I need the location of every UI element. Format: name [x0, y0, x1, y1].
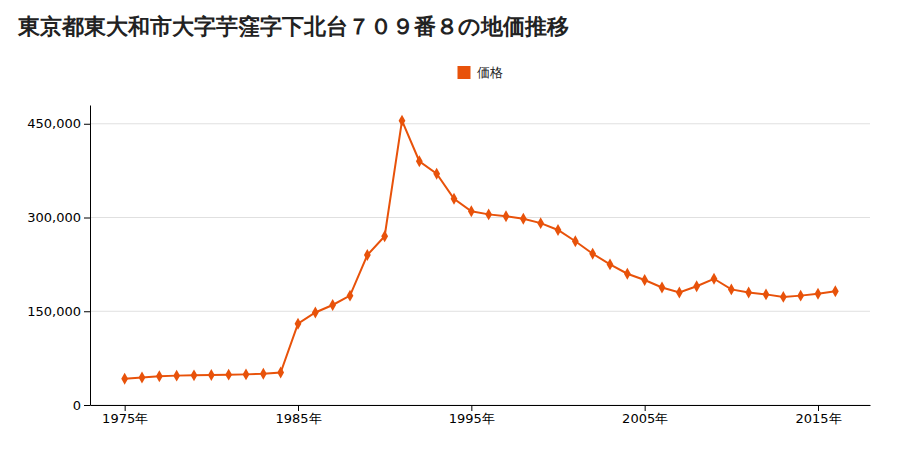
x-tick: 1995年: [449, 405, 495, 426]
marker: [728, 283, 735, 295]
marker: [312, 307, 319, 319]
legend-item: 価格: [458, 65, 503, 80]
legend: 価格: [458, 65, 503, 80]
y-tick: 0: [73, 398, 90, 413]
marker: [243, 368, 250, 380]
y-tick-label: 150,000: [27, 304, 81, 319]
marker: [225, 369, 232, 381]
y-tick: 450,000: [27, 116, 90, 131]
marker: [676, 287, 683, 299]
y-tick: 150,000: [27, 304, 90, 319]
x-tick-mark: [471, 405, 472, 411]
x-tick: 2015年: [795, 405, 841, 426]
marker: [433, 168, 440, 180]
marker: [485, 208, 492, 220]
marker: [520, 213, 527, 225]
marker: [815, 288, 822, 300]
y-tick: 300,000: [27, 210, 90, 225]
marker: [555, 224, 562, 236]
legend-swatch: [458, 66, 471, 79]
marker: [659, 282, 666, 294]
marker: [589, 248, 596, 260]
y-axis: 0 150,000 300,000 450,000: [27, 106, 90, 413]
plot-area: 1975年 1985年 1995年 2005年 2015年 0 150,000 300,000…: [27, 106, 870, 427]
marker: [693, 280, 700, 292]
y-tick-mark: [84, 124, 90, 125]
x-axis-line: [91, 405, 871, 406]
x-tick-label: 2015年: [795, 411, 841, 426]
x-tick-mark: [298, 405, 299, 411]
grid: [90, 124, 870, 405]
x-tick-label: 1985年: [275, 411, 321, 426]
y-tick-mark: [84, 405, 90, 406]
x-tick-label: 1995年: [449, 411, 495, 426]
y-tick-mark: [84, 218, 90, 219]
legend-label: 価格: [477, 65, 503, 80]
marker: [191, 369, 198, 381]
marker: [780, 291, 787, 303]
marker: [156, 370, 163, 382]
marker: [451, 193, 458, 205]
line: [125, 121, 836, 379]
marker: [329, 299, 336, 311]
marker: [173, 370, 180, 382]
x-tick-label: 1975年: [102, 411, 148, 426]
chart-svg: 東京都東大和市大字芋窪字下北台７０９番８の地価推移 1975年 1985年 1995年…: [0, 0, 900, 450]
y-tick-label: 450,000: [27, 116, 81, 131]
marker: [295, 318, 302, 330]
marker: [468, 205, 475, 217]
grid-line: [90, 217, 870, 218]
marker: [607, 258, 614, 270]
x-tick-mark: [818, 405, 819, 411]
marker: [797, 290, 804, 302]
marker: [416, 155, 423, 167]
x-tick-mark: [645, 405, 646, 411]
marker: [763, 288, 770, 300]
x-tick: 1985年: [275, 405, 321, 426]
marker: [139, 372, 146, 384]
x-tick-mark: [125, 405, 126, 411]
marker: [260, 368, 267, 380]
marker: [711, 273, 718, 285]
x-axis: 1975年 1985年 1995年 2005年 2015年: [91, 405, 871, 426]
marker: [347, 290, 354, 302]
marker: [624, 268, 631, 280]
marker: [832, 285, 839, 297]
title: 東京都東大和市大字芋窪字下北台７０９番８の地価推移: [17, 14, 569, 39]
grid-line: [90, 311, 870, 312]
marks: [121, 115, 838, 385]
marker: [208, 369, 215, 381]
marker: [399, 115, 406, 127]
y-axis-line: [90, 106, 91, 406]
grid-line: [90, 123, 870, 124]
marker: [503, 210, 510, 222]
marker: [537, 217, 544, 229]
x-tick-label: 2005年: [622, 411, 668, 426]
marker: [121, 373, 128, 385]
y-tick-mark: [84, 311, 90, 312]
chart-container: 東京都東大和市大字芋窪字下北台７０９番８の地価推移 1975年 1985年 1995年…: [0, 0, 900, 450]
x-tick: 2005年: [622, 405, 668, 426]
marker: [277, 367, 284, 379]
marker: [745, 287, 752, 299]
y-tick-label: 300,000: [27, 210, 81, 225]
marker: [364, 249, 371, 261]
marker: [381, 230, 388, 242]
marker: [572, 235, 579, 247]
marker: [641, 274, 648, 286]
grid-line: [90, 405, 870, 406]
x-tick: 1975年: [102, 405, 148, 426]
y-tick-label: 0: [73, 398, 81, 413]
